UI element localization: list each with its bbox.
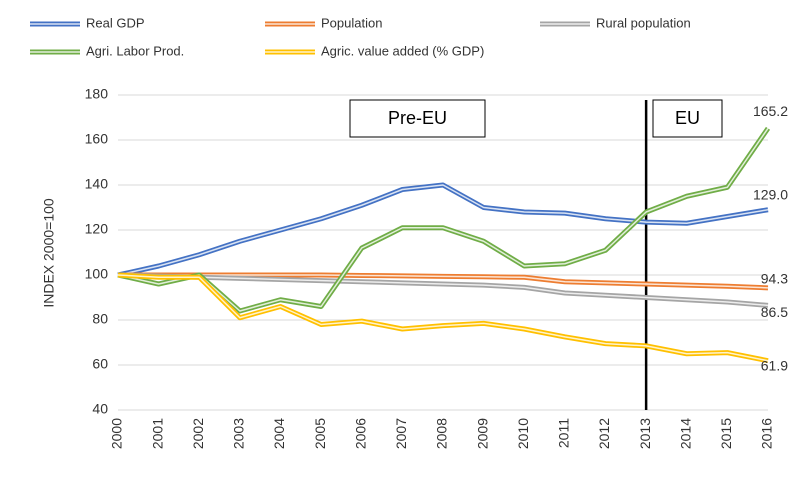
x-tick-label: 2001 [149,418,165,449]
x-tick-label: 2012 [596,418,612,449]
value-label: 86.5 [761,304,788,320]
x-tick-label: 2015 [718,418,734,449]
y-tick-label: 60 [92,356,108,372]
legend-label: Agri. Labor Prod. [86,43,184,58]
value-label: 165.2 [753,103,788,119]
x-tick-label: 2000 [109,418,125,449]
x-tick-label: 2005 [312,418,328,449]
value-label: 61.9 [761,357,788,373]
x-tick-label: 2010 [515,418,531,449]
y-tick-label: 40 [92,401,108,417]
x-tick-label: 2006 [352,418,368,449]
x-tick-label: 2014 [677,418,693,449]
x-tick-label: 2009 [474,418,490,449]
x-tick-label: 2013 [637,418,653,449]
value-label: 94.3 [761,271,788,287]
series-line-inner [117,274,769,362]
annotation-box [652,99,723,138]
legend-label: Real GDP [86,15,145,30]
series-line-inner [117,127,769,312]
y-tick-label: 140 [85,176,109,192]
series-line-inner [117,184,769,276]
series-line-inner [117,274,769,307]
legend-label: Rural population [596,15,691,30]
annotation: EU [675,108,700,128]
y-tick-label: 100 [85,266,109,282]
legend-label: Agric. value added (% GDP) [321,43,484,58]
x-tick-label: 2011 [556,418,572,448]
y-tick-label: 80 [92,311,108,327]
value-label: 129.0 [753,186,788,202]
x-tick-label: 2007 [393,418,409,449]
x-tick-label: 2016 [759,418,775,449]
annotation: Pre-EU [388,108,447,128]
y-tick-label: 120 [85,221,109,237]
y-axis-label: INDEX 2000=100 [41,198,57,308]
y-tick-label: 180 [85,86,109,102]
x-tick-label: 2003 [231,418,247,449]
legend-label: Population [321,15,382,30]
x-tick-label: 2008 [434,418,450,449]
x-tick-label: 2002 [190,418,206,449]
x-tick-label: 2004 [271,418,287,449]
series-line-inner [118,274,769,289]
annotation-box [349,99,486,138]
y-tick-label: 160 [85,131,109,147]
